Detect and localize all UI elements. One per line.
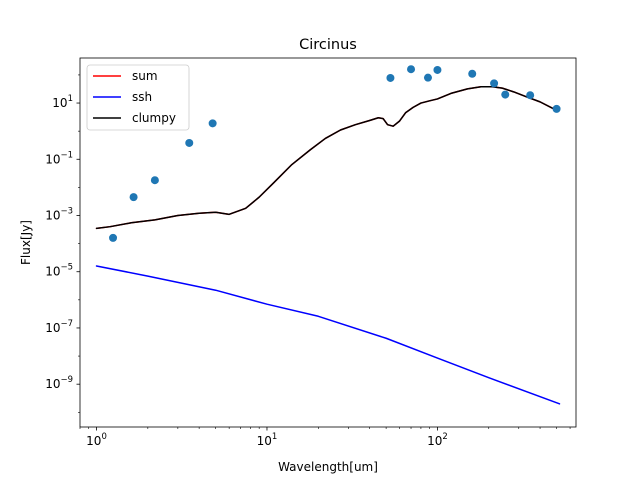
data-point	[468, 69, 477, 78]
data-point	[501, 90, 510, 99]
series-layer	[95, 65, 561, 405]
data-point	[150, 176, 159, 185]
x-axis-label: Wavelength[um]	[278, 460, 378, 474]
plot-frame	[79, 57, 577, 428]
data-point	[185, 138, 194, 147]
data-point	[386, 73, 395, 82]
legend: sum ssh clumpy	[86, 64, 190, 131]
data-point	[526, 91, 535, 100]
data-point	[407, 65, 416, 74]
legend-box	[86, 64, 190, 131]
data-point	[109, 233, 118, 242]
series-line-ssh	[95, 265, 561, 405]
chart-title: Circinus	[299, 37, 357, 53]
series-line-clumpy	[95, 85, 558, 230]
data-point	[552, 104, 561, 113]
data-point	[433, 65, 442, 74]
legend-label-clumpy: clumpy	[132, 111, 176, 125]
legend-label-ssh: ssh	[132, 90, 152, 104]
y-axis-label: Flux[Jy]	[19, 220, 33, 265]
data-point	[208, 119, 217, 128]
legend-label-sum: sum	[132, 69, 158, 83]
data-point	[129, 193, 138, 202]
data-point	[423, 73, 432, 82]
data-point	[490, 79, 499, 88]
